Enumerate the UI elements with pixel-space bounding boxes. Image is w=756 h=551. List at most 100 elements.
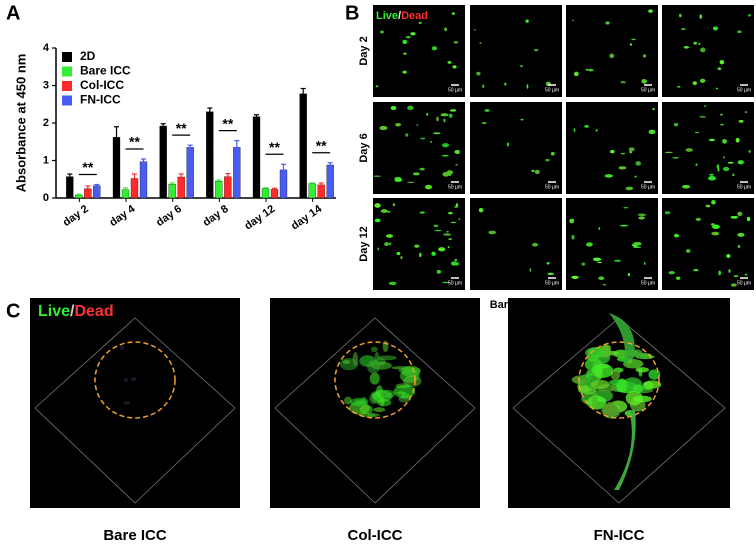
cell bbox=[419, 167, 425, 171]
stained-cells bbox=[367, 360, 380, 374]
cell bbox=[419, 252, 422, 258]
bar bbox=[224, 176, 232, 199]
cell bbox=[698, 42, 701, 45]
cell bbox=[730, 215, 739, 219]
panel-label: B bbox=[345, 2, 359, 24]
cell bbox=[573, 127, 576, 133]
cell bbox=[407, 181, 415, 183]
cell bbox=[685, 249, 691, 253]
cell bbox=[377, 247, 380, 251]
cell bbox=[546, 261, 550, 265]
cell bbox=[526, 84, 529, 89]
cell bbox=[449, 109, 457, 112]
cell bbox=[719, 59, 725, 65]
cell bbox=[712, 26, 719, 31]
stained-cells bbox=[373, 407, 386, 413]
legend-label: 2D bbox=[80, 49, 96, 63]
cell bbox=[433, 224, 439, 227]
legend-dead: Dead bbox=[401, 10, 428, 22]
cell bbox=[420, 137, 426, 140]
bar bbox=[206, 111, 214, 199]
cell bbox=[525, 19, 529, 23]
cell bbox=[728, 269, 731, 273]
scale-bar-label: 50 µm bbox=[448, 184, 462, 190]
cell bbox=[419, 211, 426, 214]
cell bbox=[529, 268, 532, 272]
cell bbox=[455, 163, 458, 166]
cell bbox=[605, 21, 610, 25]
cell bbox=[722, 138, 727, 144]
bar bbox=[261, 188, 270, 199]
cell bbox=[694, 131, 700, 134]
cell bbox=[454, 150, 461, 155]
scale-bar-label: 50 µm bbox=[641, 184, 655, 190]
cell bbox=[407, 105, 414, 111]
cell bbox=[633, 246, 641, 249]
cell bbox=[448, 211, 453, 215]
stained-cells bbox=[379, 389, 396, 399]
cell bbox=[547, 272, 554, 275]
cell bbox=[572, 19, 575, 22]
bar bbox=[112, 137, 121, 199]
legend-label: Bare ICC bbox=[80, 64, 131, 78]
significance-label: ** bbox=[82, 159, 93, 175]
cell bbox=[732, 173, 735, 177]
cell bbox=[618, 166, 627, 170]
cell bbox=[430, 141, 432, 143]
stained-cells bbox=[369, 372, 380, 385]
cell bbox=[446, 230, 449, 233]
volume-outline bbox=[274, 317, 476, 504]
y-tick-label: 2 bbox=[43, 117, 49, 129]
cell bbox=[604, 174, 614, 178]
micrograph bbox=[662, 5, 754, 97]
cell bbox=[700, 47, 706, 53]
caption: FN-ICC bbox=[594, 527, 645, 544]
cell bbox=[628, 147, 635, 152]
cell bbox=[733, 275, 739, 278]
cell bbox=[664, 211, 671, 215]
cell bbox=[730, 283, 737, 287]
cell bbox=[598, 276, 605, 281]
cell bbox=[698, 116, 707, 118]
cell bbox=[595, 129, 598, 132]
legend-dead: Dead bbox=[74, 303, 113, 320]
cell bbox=[450, 261, 458, 266]
cell bbox=[648, 129, 656, 135]
scale-bar-label: 50 µm bbox=[545, 280, 559, 286]
cell bbox=[592, 257, 602, 262]
cell bbox=[738, 119, 744, 123]
cell bbox=[637, 213, 647, 217]
cell bbox=[726, 253, 731, 259]
cell bbox=[458, 218, 461, 221]
cell bbox=[569, 218, 575, 224]
cell bbox=[623, 206, 629, 209]
bar bbox=[326, 164, 334, 199]
cell bbox=[481, 122, 487, 125]
cell bbox=[405, 133, 409, 137]
cell bbox=[746, 216, 751, 222]
cell bbox=[720, 123, 724, 126]
cell bbox=[402, 70, 407, 74]
stained-cells bbox=[623, 359, 644, 369]
stained-cells bbox=[349, 397, 369, 407]
cell bbox=[744, 273, 748, 276]
significance-label: ** bbox=[129, 134, 140, 150]
legend-label: FN-ICC bbox=[80, 93, 121, 107]
bar bbox=[139, 161, 148, 199]
cell bbox=[711, 200, 716, 205]
bar bbox=[317, 184, 325, 199]
x-tick-label: day 8 bbox=[201, 203, 231, 229]
cell bbox=[682, 184, 691, 189]
stained-cells bbox=[393, 385, 416, 399]
cell bbox=[532, 242, 539, 247]
bar bbox=[252, 116, 261, 199]
cell bbox=[629, 43, 633, 46]
bar bbox=[121, 189, 130, 199]
cell bbox=[473, 29, 476, 31]
cell bbox=[581, 262, 586, 266]
cell bbox=[584, 124, 590, 128]
cell bbox=[448, 113, 453, 118]
stained-cells bbox=[367, 413, 376, 418]
cell bbox=[675, 276, 681, 280]
x-tick-label: day 14 bbox=[289, 203, 325, 233]
